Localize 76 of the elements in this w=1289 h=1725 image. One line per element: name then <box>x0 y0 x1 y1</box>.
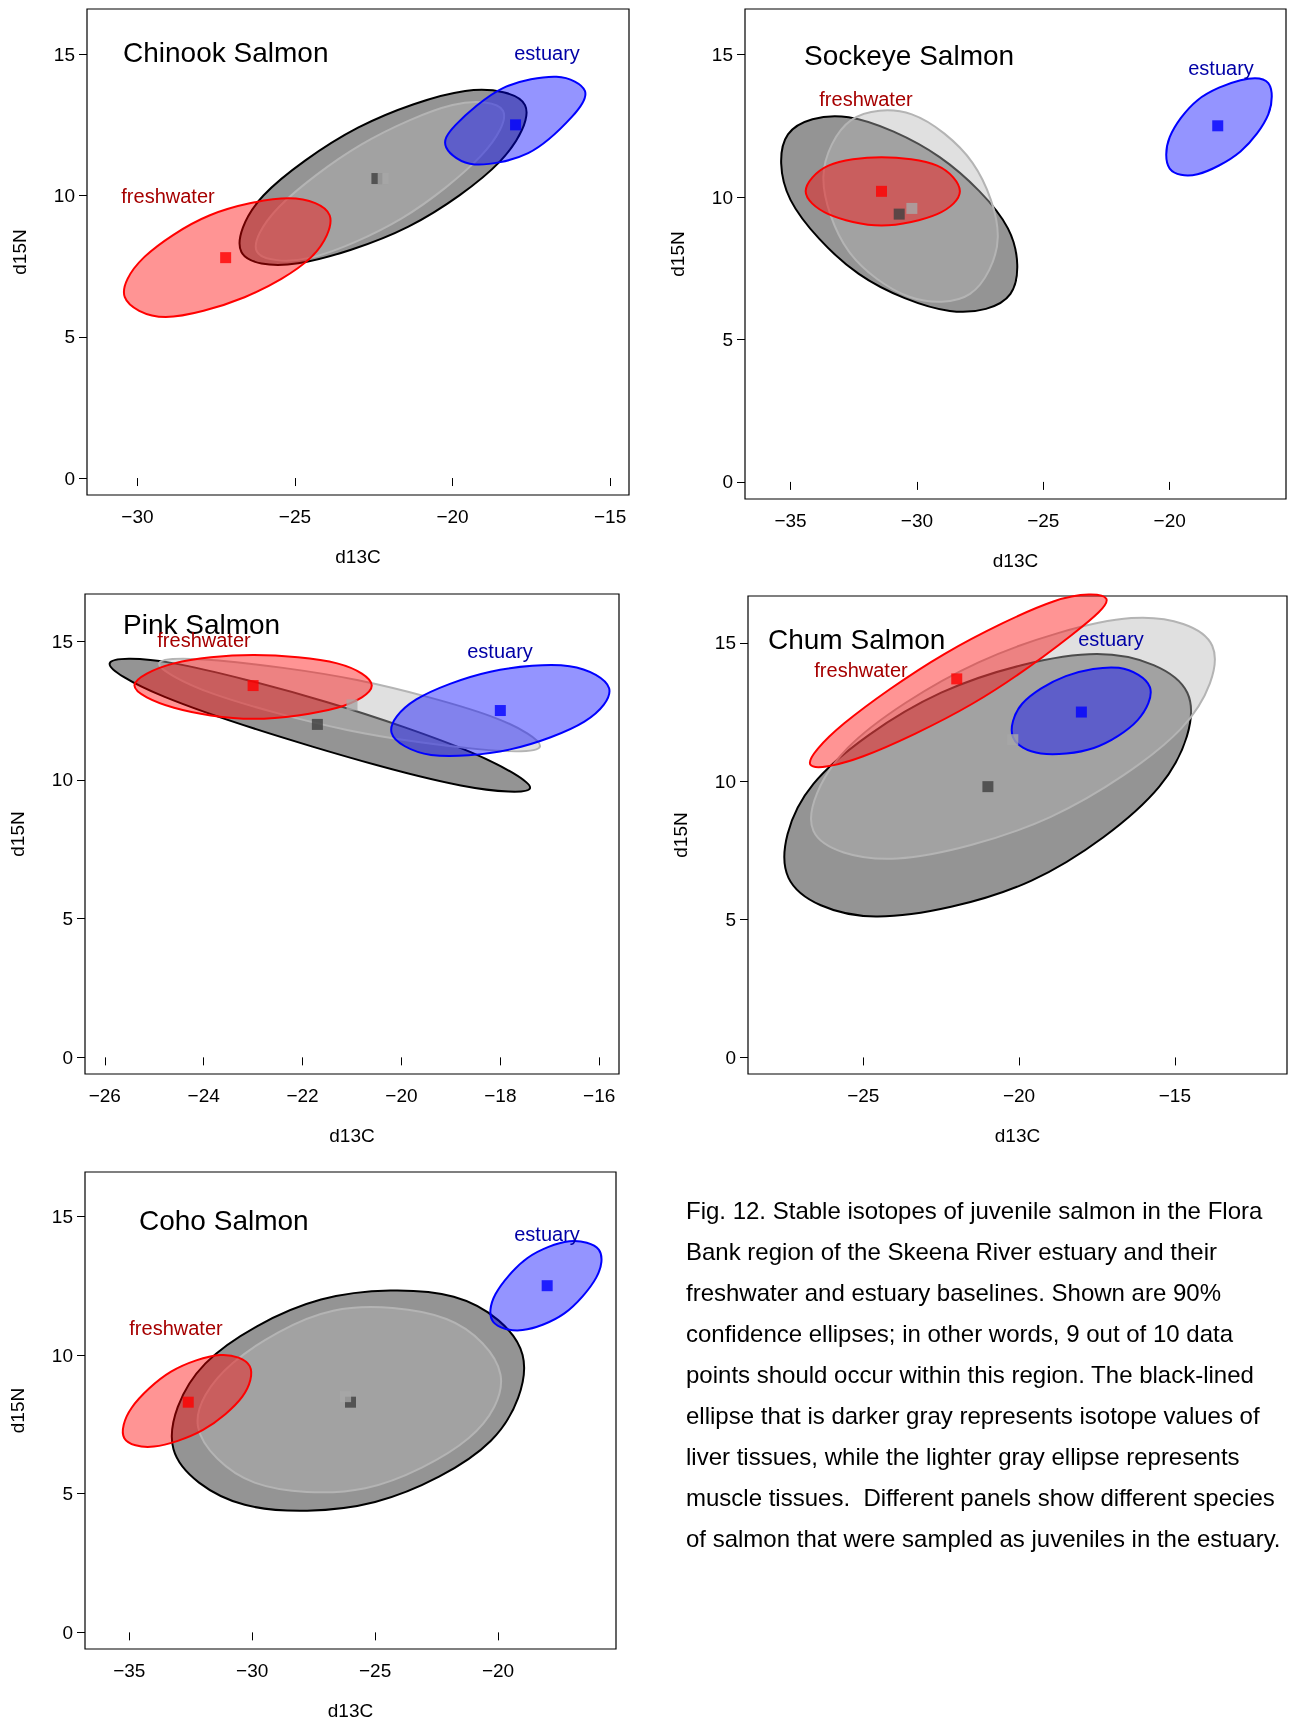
x-axis-title: d13C <box>327 1700 374 1721</box>
point <box>541 1280 553 1292</box>
y-tick-label: 0 <box>62 1621 73 1643</box>
annotation: freshwater <box>121 185 216 207</box>
text: Chinook Salmon <box>123 36 329 68</box>
text: Coho Salmon <box>139 1204 309 1236</box>
annotation: estuary <box>1188 57 1254 79</box>
y-tick-label: 10 <box>711 186 733 208</box>
x-tick-label: −24 <box>187 1085 221 1106</box>
y-axis-title: d15N <box>667 231 688 277</box>
point <box>182 1396 194 1408</box>
y-axis-title: d15N <box>7 811 28 857</box>
x-tick-label: −35 <box>774 510 807 531</box>
x-axis-title: d13C <box>992 550 1039 571</box>
x-tick-label: −25 <box>847 1085 880 1106</box>
x-tick-label: −20 <box>385 1085 418 1106</box>
x-tick-label: −25 <box>1027 510 1060 531</box>
point <box>1075 706 1087 718</box>
y-tick-label: 0 <box>62 1046 73 1068</box>
y-tick-label: 15 <box>51 630 73 652</box>
y-axis-title: d15N <box>9 229 30 275</box>
annotation: estuary <box>467 640 533 662</box>
y-tick-label: 10 <box>714 770 736 792</box>
x-tick-label: −15 <box>1158 1085 1191 1106</box>
y-tick-label: 0 <box>722 471 733 493</box>
x-axis-title: d13C <box>994 1125 1041 1146</box>
x-tick-label: −26 <box>88 1085 121 1106</box>
point <box>951 673 963 685</box>
y-tick-label: 15 <box>53 43 75 65</box>
x-tick-label: −30 <box>236 1660 269 1681</box>
y-tick-label: 5 <box>62 908 73 930</box>
y-tick-label: 10 <box>51 1344 73 1366</box>
y-tick-label: 10 <box>53 184 75 206</box>
annotation: freshwater <box>129 1317 224 1339</box>
y-tick-label: 5 <box>62 1483 73 1505</box>
y-axis-title: d15N <box>7 1387 28 1434</box>
point <box>906 202 918 214</box>
annotation: freshwater <box>819 88 914 110</box>
x-tick-label: −22 <box>286 1085 319 1106</box>
y-tick-label: 15 <box>711 44 733 66</box>
y-tick-label: 5 <box>722 328 733 350</box>
x-tick-label: −20 <box>436 506 469 527</box>
annotation: freshwater <box>814 659 909 681</box>
x-tick-label: −16 <box>583 1085 616 1106</box>
y-tick-label: 0 <box>725 1046 736 1068</box>
y-axis-title: d15N <box>670 812 691 858</box>
point <box>982 781 994 793</box>
y-tick-label: 15 <box>51 1205 73 1227</box>
annotation: estuary <box>514 1223 580 1245</box>
x-tick-label: −18 <box>484 1085 517 1106</box>
text: Chum Salmon <box>768 623 946 655</box>
y-tick-label: 15 <box>714 632 736 654</box>
point <box>220 252 232 264</box>
x-tick-label: −20 <box>481 1660 515 1681</box>
point <box>893 208 905 220</box>
y-tick-label: 5 <box>64 326 75 348</box>
point <box>1212 120 1224 132</box>
y-tick-label: 0 <box>64 467 75 489</box>
x-tick-label: −25 <box>278 506 312 527</box>
y-tick-label: 10 <box>51 769 73 791</box>
x-tick-label: −30 <box>900 510 934 531</box>
x-axis-title: d13C <box>335 546 381 567</box>
x-tick-label: −15 <box>593 506 627 527</box>
x-tick-label: −20 <box>1153 510 1186 531</box>
text: Fig. 12. Stable isotopes of juvenile salmon in the Flora Bank region of the Skeena River estuary and their freshwater and estuary baselines. Shown are 90% confidence ellipses; in other words, 9 out of 10 data points should occur within this region. The black-lined ellipse that is darker gray represents isotope values of liver tissues, while the lighter gray ellipse represents muscle tissues. Different panels show different species of salmon that were sampled as juveniles in the estuary. <box>686 1197 1281 1552</box>
x-tick-label: −30 <box>121 506 154 527</box>
x-axis-title: d13C <box>329 1125 375 1146</box>
point <box>876 185 888 197</box>
x-tick-label: −35 <box>113 1660 146 1681</box>
text: Sockeye Salmon <box>804 39 1015 71</box>
y-tick-label: 5 <box>725 908 736 930</box>
annotation: estuary <box>514 42 580 64</box>
x-tick-label: −20 <box>1002 1085 1036 1106</box>
x-tick-label: −25 <box>358 1660 392 1681</box>
annotation: estuary <box>1078 628 1144 650</box>
point <box>510 119 522 131</box>
